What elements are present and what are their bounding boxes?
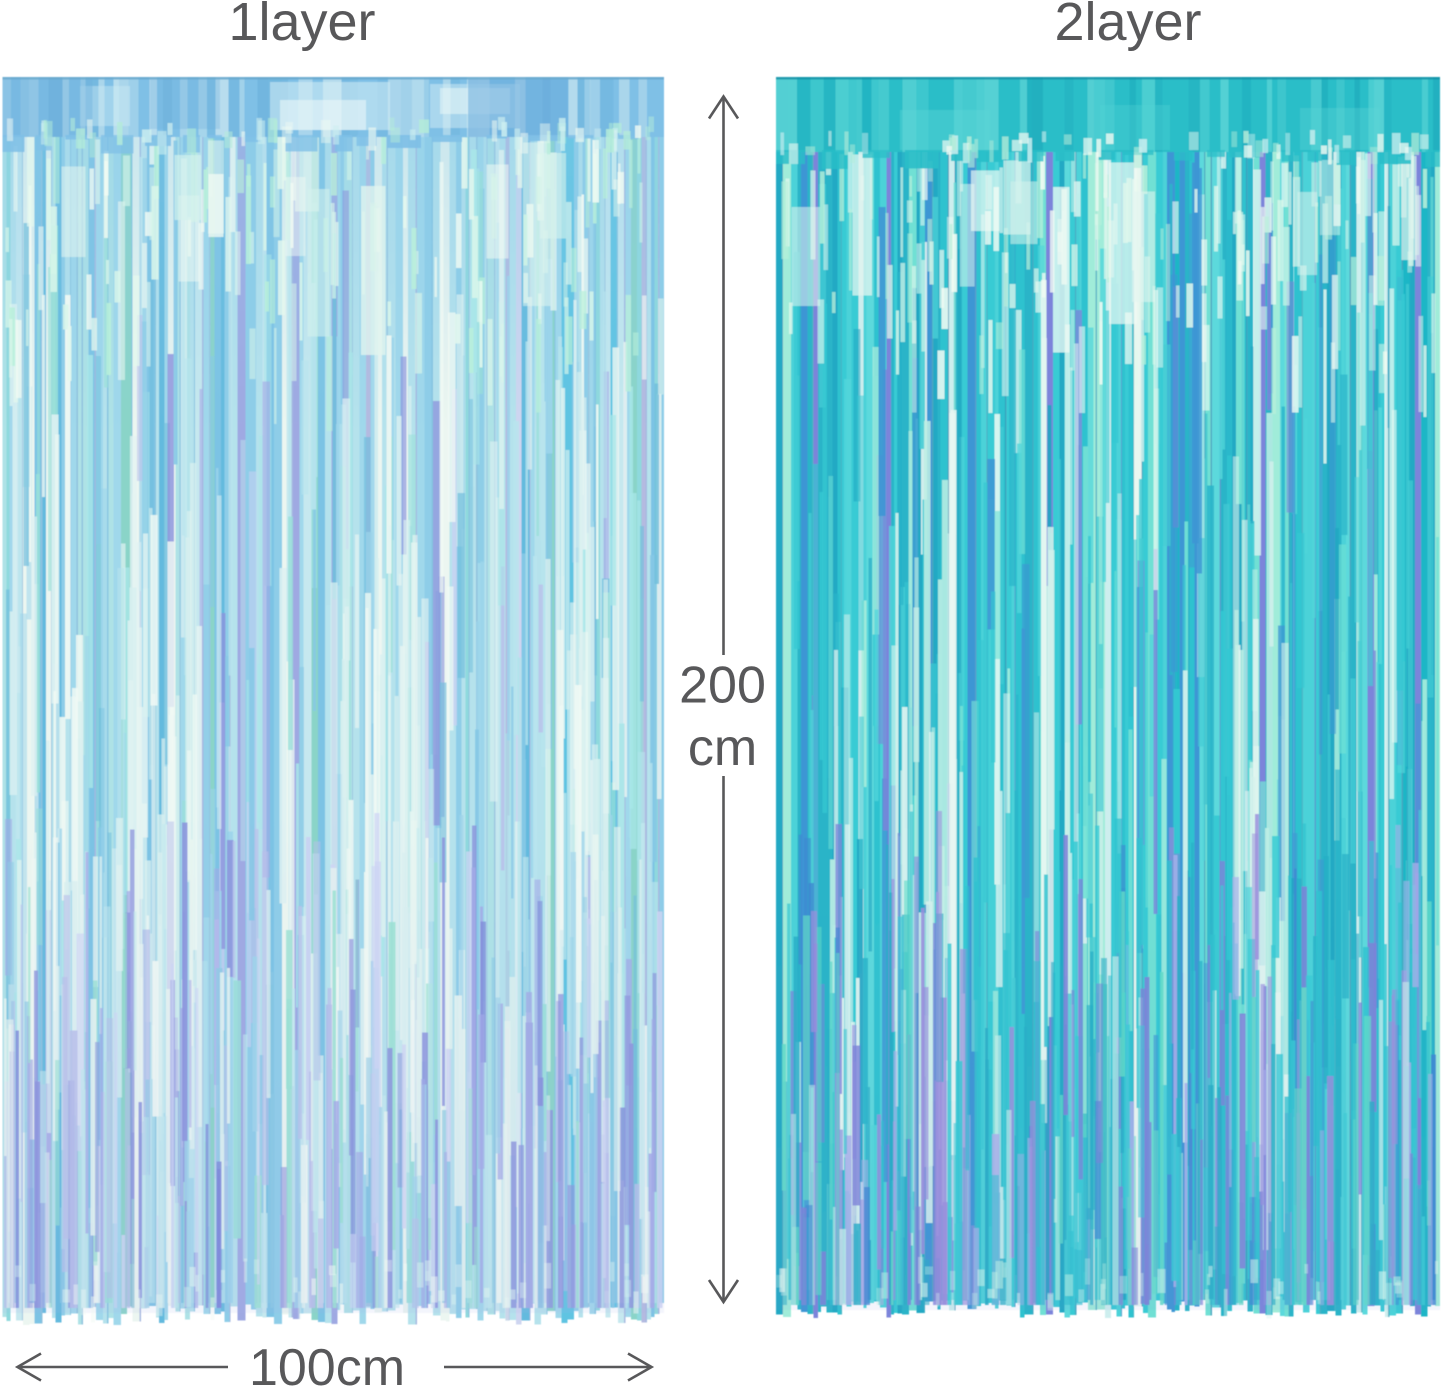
svg-text:cm: cm	[688, 719, 757, 777]
svg-text:200: 200	[679, 657, 766, 715]
svg-text:100cm: 100cm	[249, 1339, 405, 1387]
svg-text:1layer: 1layer	[228, 0, 375, 52]
svg-text:2layer: 2layer	[1054, 0, 1201, 52]
